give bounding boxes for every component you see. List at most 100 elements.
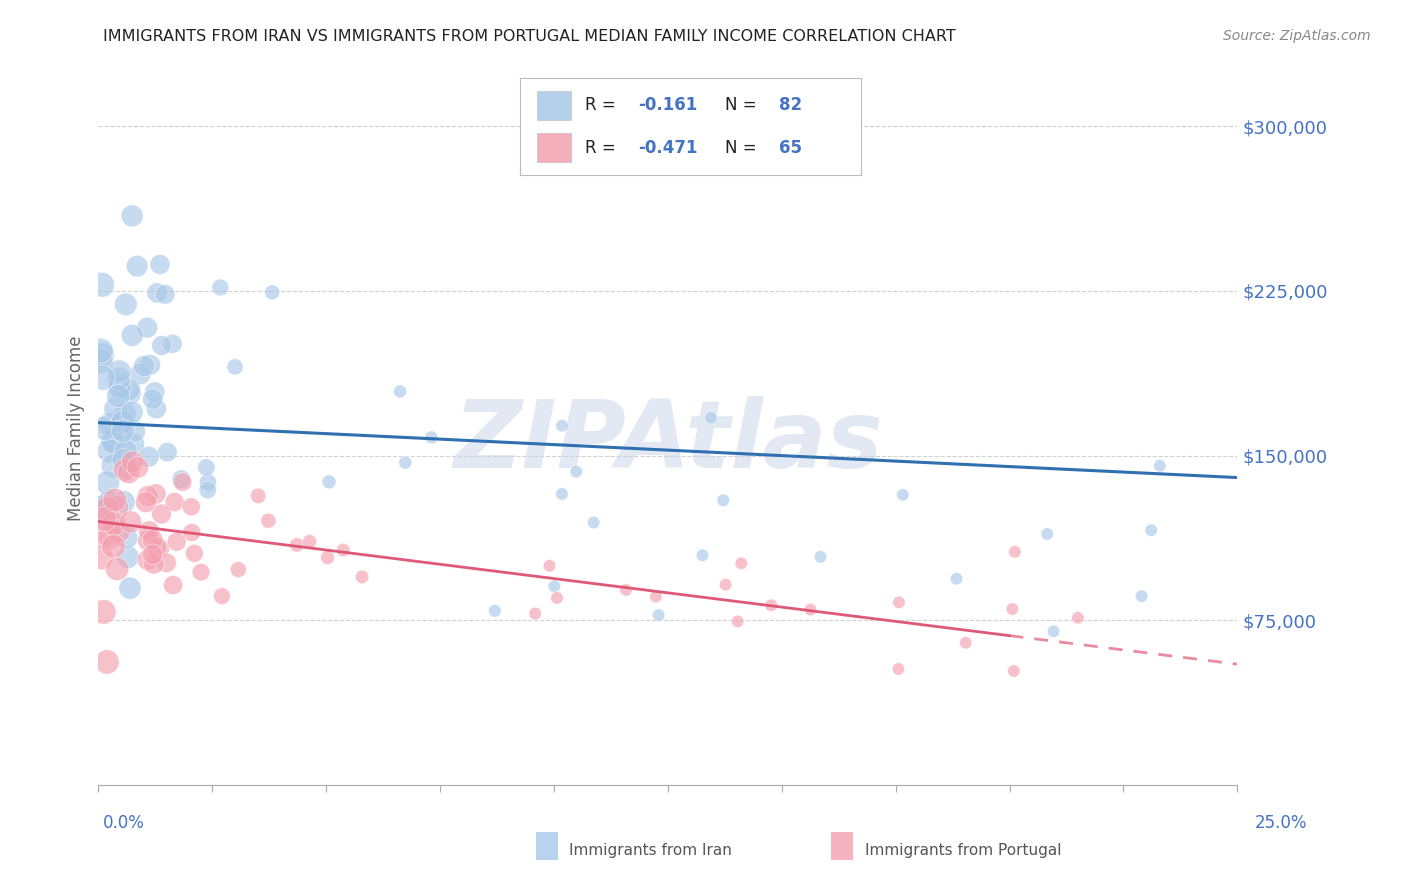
Point (730, 556, 752, 570)
Point (136, 320, 159, 334)
Point (692, 548, 714, 562)
Text: 25.0%: 25.0% (1256, 814, 1308, 831)
Point (121, 209, 143, 223)
Point (162, 578, 184, 592)
Point (146, 285, 169, 300)
Point (105, 562, 128, 576)
Point (145, 487, 167, 501)
Point (146, 540, 169, 554)
Point (262, 285, 284, 300)
Point (257, 514, 280, 528)
Point (565, 465, 588, 479)
Point (163, 495, 186, 509)
Point (172, 475, 194, 489)
Point (1036, 527, 1059, 541)
Point (799, 602, 821, 616)
Point (115, 443, 138, 458)
Point (887, 595, 910, 609)
Point (420, 430, 443, 444)
Point (111, 415, 134, 429)
Point (90, 550, 112, 565)
Point (711, 493, 734, 508)
Point (211, 589, 233, 603)
Point (155, 556, 177, 570)
Point (138, 450, 160, 464)
Point (149, 258, 172, 272)
Point (122, 437, 145, 451)
Point (394, 456, 416, 470)
Point (112, 495, 135, 509)
Point (810, 549, 832, 564)
Y-axis label: Median Family Income: Median Family Income (66, 335, 84, 521)
Point (145, 401, 167, 416)
Point (166, 534, 188, 549)
Point (484, 604, 506, 618)
Point (96, 501, 118, 516)
Point (1001, 602, 1024, 616)
Point (1004, 545, 1026, 559)
Point (170, 472, 193, 486)
Point (124, 425, 146, 439)
Point (136, 553, 159, 567)
Point (114, 407, 136, 421)
Point (108, 364, 131, 378)
Point (127, 460, 149, 475)
Point (352, 570, 374, 584)
Point (117, 466, 139, 480)
Text: Immigrants from Iran: Immigrants from Iran (569, 843, 733, 857)
Point (538, 558, 561, 573)
Point (197, 475, 219, 490)
Point (105, 500, 128, 515)
Point (1002, 664, 1025, 678)
Point (644, 590, 666, 604)
Point (91, 277, 114, 292)
Point (546, 591, 568, 605)
Point (129, 367, 152, 381)
Point (90, 528, 112, 542)
Point (112, 453, 135, 467)
Point (93, 512, 115, 526)
Point (93, 605, 115, 619)
Point (111, 424, 134, 438)
Point (121, 455, 143, 469)
Point (107, 524, 129, 539)
Point (120, 386, 142, 401)
Point (98, 417, 121, 432)
Point (162, 336, 184, 351)
Text: Source: ZipAtlas.com: Source: ZipAtlas.com (1223, 29, 1371, 43)
Point (582, 516, 605, 530)
Point (224, 359, 246, 374)
Point (285, 538, 308, 552)
Point (316, 550, 339, 565)
Point (955, 636, 977, 650)
Point (121, 328, 143, 343)
Point (156, 445, 179, 459)
Point (647, 608, 669, 623)
Point (135, 495, 157, 509)
Point (142, 547, 165, 561)
Point (121, 405, 143, 419)
Point (298, 534, 321, 549)
Point (139, 358, 162, 372)
Point (114, 463, 136, 477)
Text: Immigrants from Portugal: Immigrants from Portugal (865, 843, 1062, 857)
Point (90, 500, 112, 515)
Point (714, 577, 737, 591)
Text: ZIPAtlas: ZIPAtlas (453, 396, 883, 489)
Point (150, 507, 173, 521)
Point (103, 540, 125, 554)
Point (134, 359, 156, 373)
Point (107, 389, 129, 403)
Point (247, 489, 270, 503)
Point (887, 662, 910, 676)
Point (101, 458, 124, 473)
Point (1130, 589, 1153, 603)
Point (332, 543, 354, 558)
Point (108, 381, 131, 395)
Point (180, 500, 202, 514)
Point (104, 402, 127, 417)
Point (148, 541, 170, 556)
Point (183, 546, 205, 560)
Point (1067, 611, 1090, 625)
Point (94, 421, 117, 435)
